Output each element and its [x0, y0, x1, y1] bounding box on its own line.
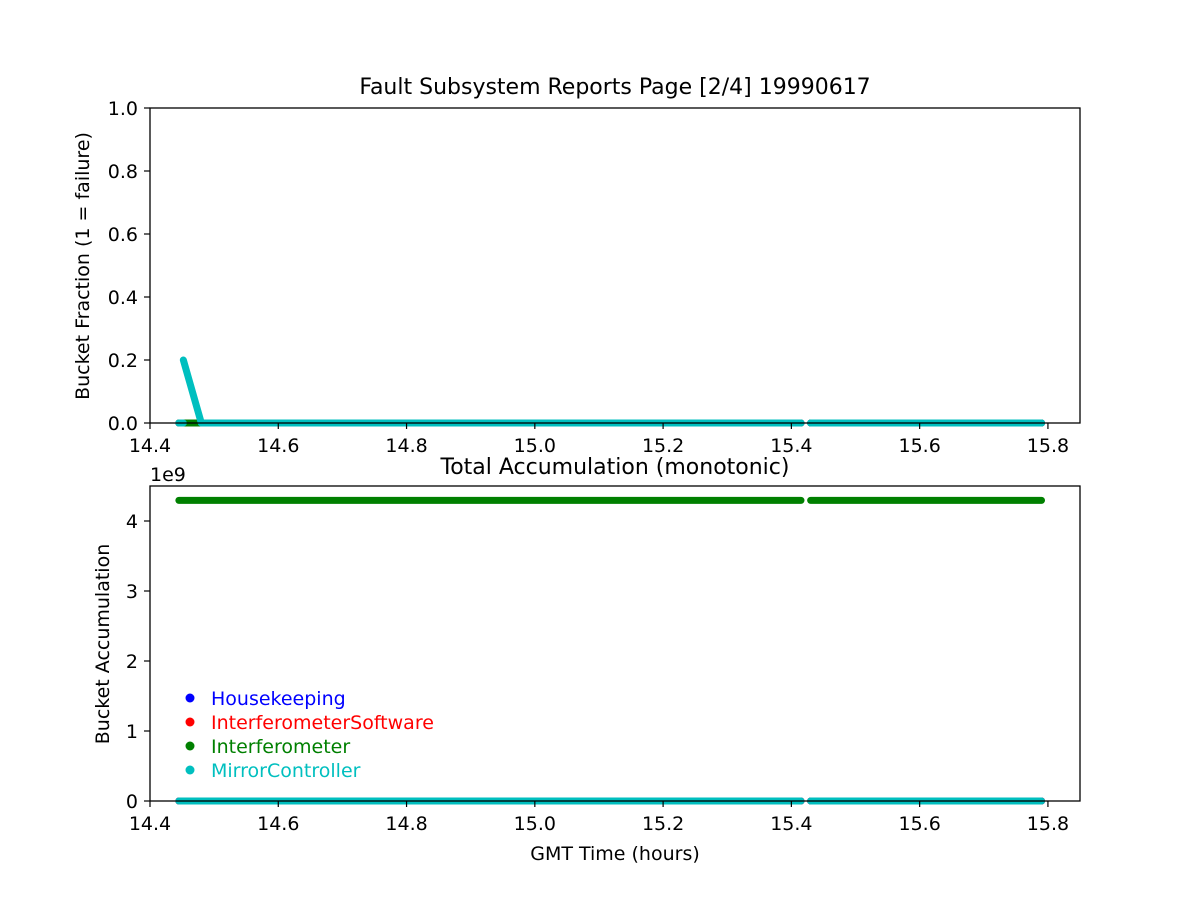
fault-fraction-y-axis-label: Bucket Fraction (1 = failure) — [72, 132, 94, 400]
y-tick-label: 0 — [126, 791, 138, 813]
y-tick-label: 0.4 — [108, 287, 138, 309]
y-tick-label: 0.2 — [108, 350, 138, 372]
accumulation-axes-frame — [149, 485, 1081, 802]
y-tick-label: 3 — [126, 581, 138, 603]
x-tick-label: 14.6 — [257, 813, 299, 835]
x-tick-label: 15.4 — [770, 435, 812, 457]
x-tick-label: 15.8 — [1027, 813, 1069, 835]
y-tick-label: 1 — [126, 721, 138, 743]
x-tick-label: 14.8 — [385, 435, 427, 457]
x-tick-label: 14.8 — [385, 813, 427, 835]
x-tick-label: 14.4 — [129, 435, 171, 457]
legend-label: Interferometer — [211, 736, 350, 758]
legend-label: Housekeeping — [211, 688, 346, 710]
legend-marker — [185, 717, 195, 727]
legend-marker — [185, 693, 195, 703]
y-tick-label: 4 — [126, 511, 138, 533]
y-tick-label: 0.0 — [108, 413, 138, 435]
accumulation-title: Total Accumulation (monotonic) — [440, 455, 790, 480]
x-tick-label: 15.4 — [770, 813, 812, 835]
y-tick-label: 1.0 — [108, 98, 138, 120]
accumulation-x-axis-label: GMT Time (hours) — [530, 843, 700, 865]
fault-fraction-title: Fault Subsystem Reports Page [2/4] 19990… — [359, 75, 870, 100]
accumulation-ticks: 14.4 14.6 14.8 15.0 15.2 15.4 15.6 15.8 0 1 2 3 4 — [126, 511, 1069, 835]
legend-label: InterferometerSoftware — [211, 712, 434, 734]
accumulation-y-offset-label: 1e9 — [150, 464, 186, 486]
x-tick-label: 14.4 — [129, 813, 171, 835]
x-tick-label: 15.6 — [898, 813, 940, 835]
legend: HousekeepingInterferometerSoftwareInterf… — [185, 688, 434, 782]
y-tick-label: 0.6 — [108, 224, 138, 246]
x-tick-label: 15.8 — [1027, 435, 1069, 457]
legend-label: MirrorController — [211, 760, 361, 782]
x-tick-label: 15.2 — [642, 813, 684, 835]
x-tick-label: 15.0 — [514, 435, 556, 457]
fault-fraction-ticks: 14.4 14.6 14.8 15.0 15.2 15.4 15.6 15.8 0.0 0.2 0.… — [108, 98, 1069, 457]
fault-fraction-panel: Fault Subsystem Reports Page [2/4] 19990… — [72, 75, 1081, 457]
legend-marker — [185, 741, 195, 751]
x-tick-label: 15.6 — [898, 435, 940, 457]
y-tick-label: 0.8 — [108, 161, 138, 183]
x-tick-label: 15.2 — [642, 435, 684, 457]
y-tick-label: 2 — [126, 651, 138, 673]
legend-marker — [185, 765, 195, 775]
series-3-segment-1 — [179, 356, 205, 427]
x-tick-label: 15.0 — [514, 813, 556, 835]
accumulation-y-axis-label: Bucket Accumulation — [92, 544, 114, 745]
fault-fraction-axes-frame — [149, 107, 1081, 424]
x-tick-label: 14.6 — [257, 435, 299, 457]
accumulation-panel: Total Accumulation (monotonic) 1e9 Bucke… — [92, 455, 1081, 865]
